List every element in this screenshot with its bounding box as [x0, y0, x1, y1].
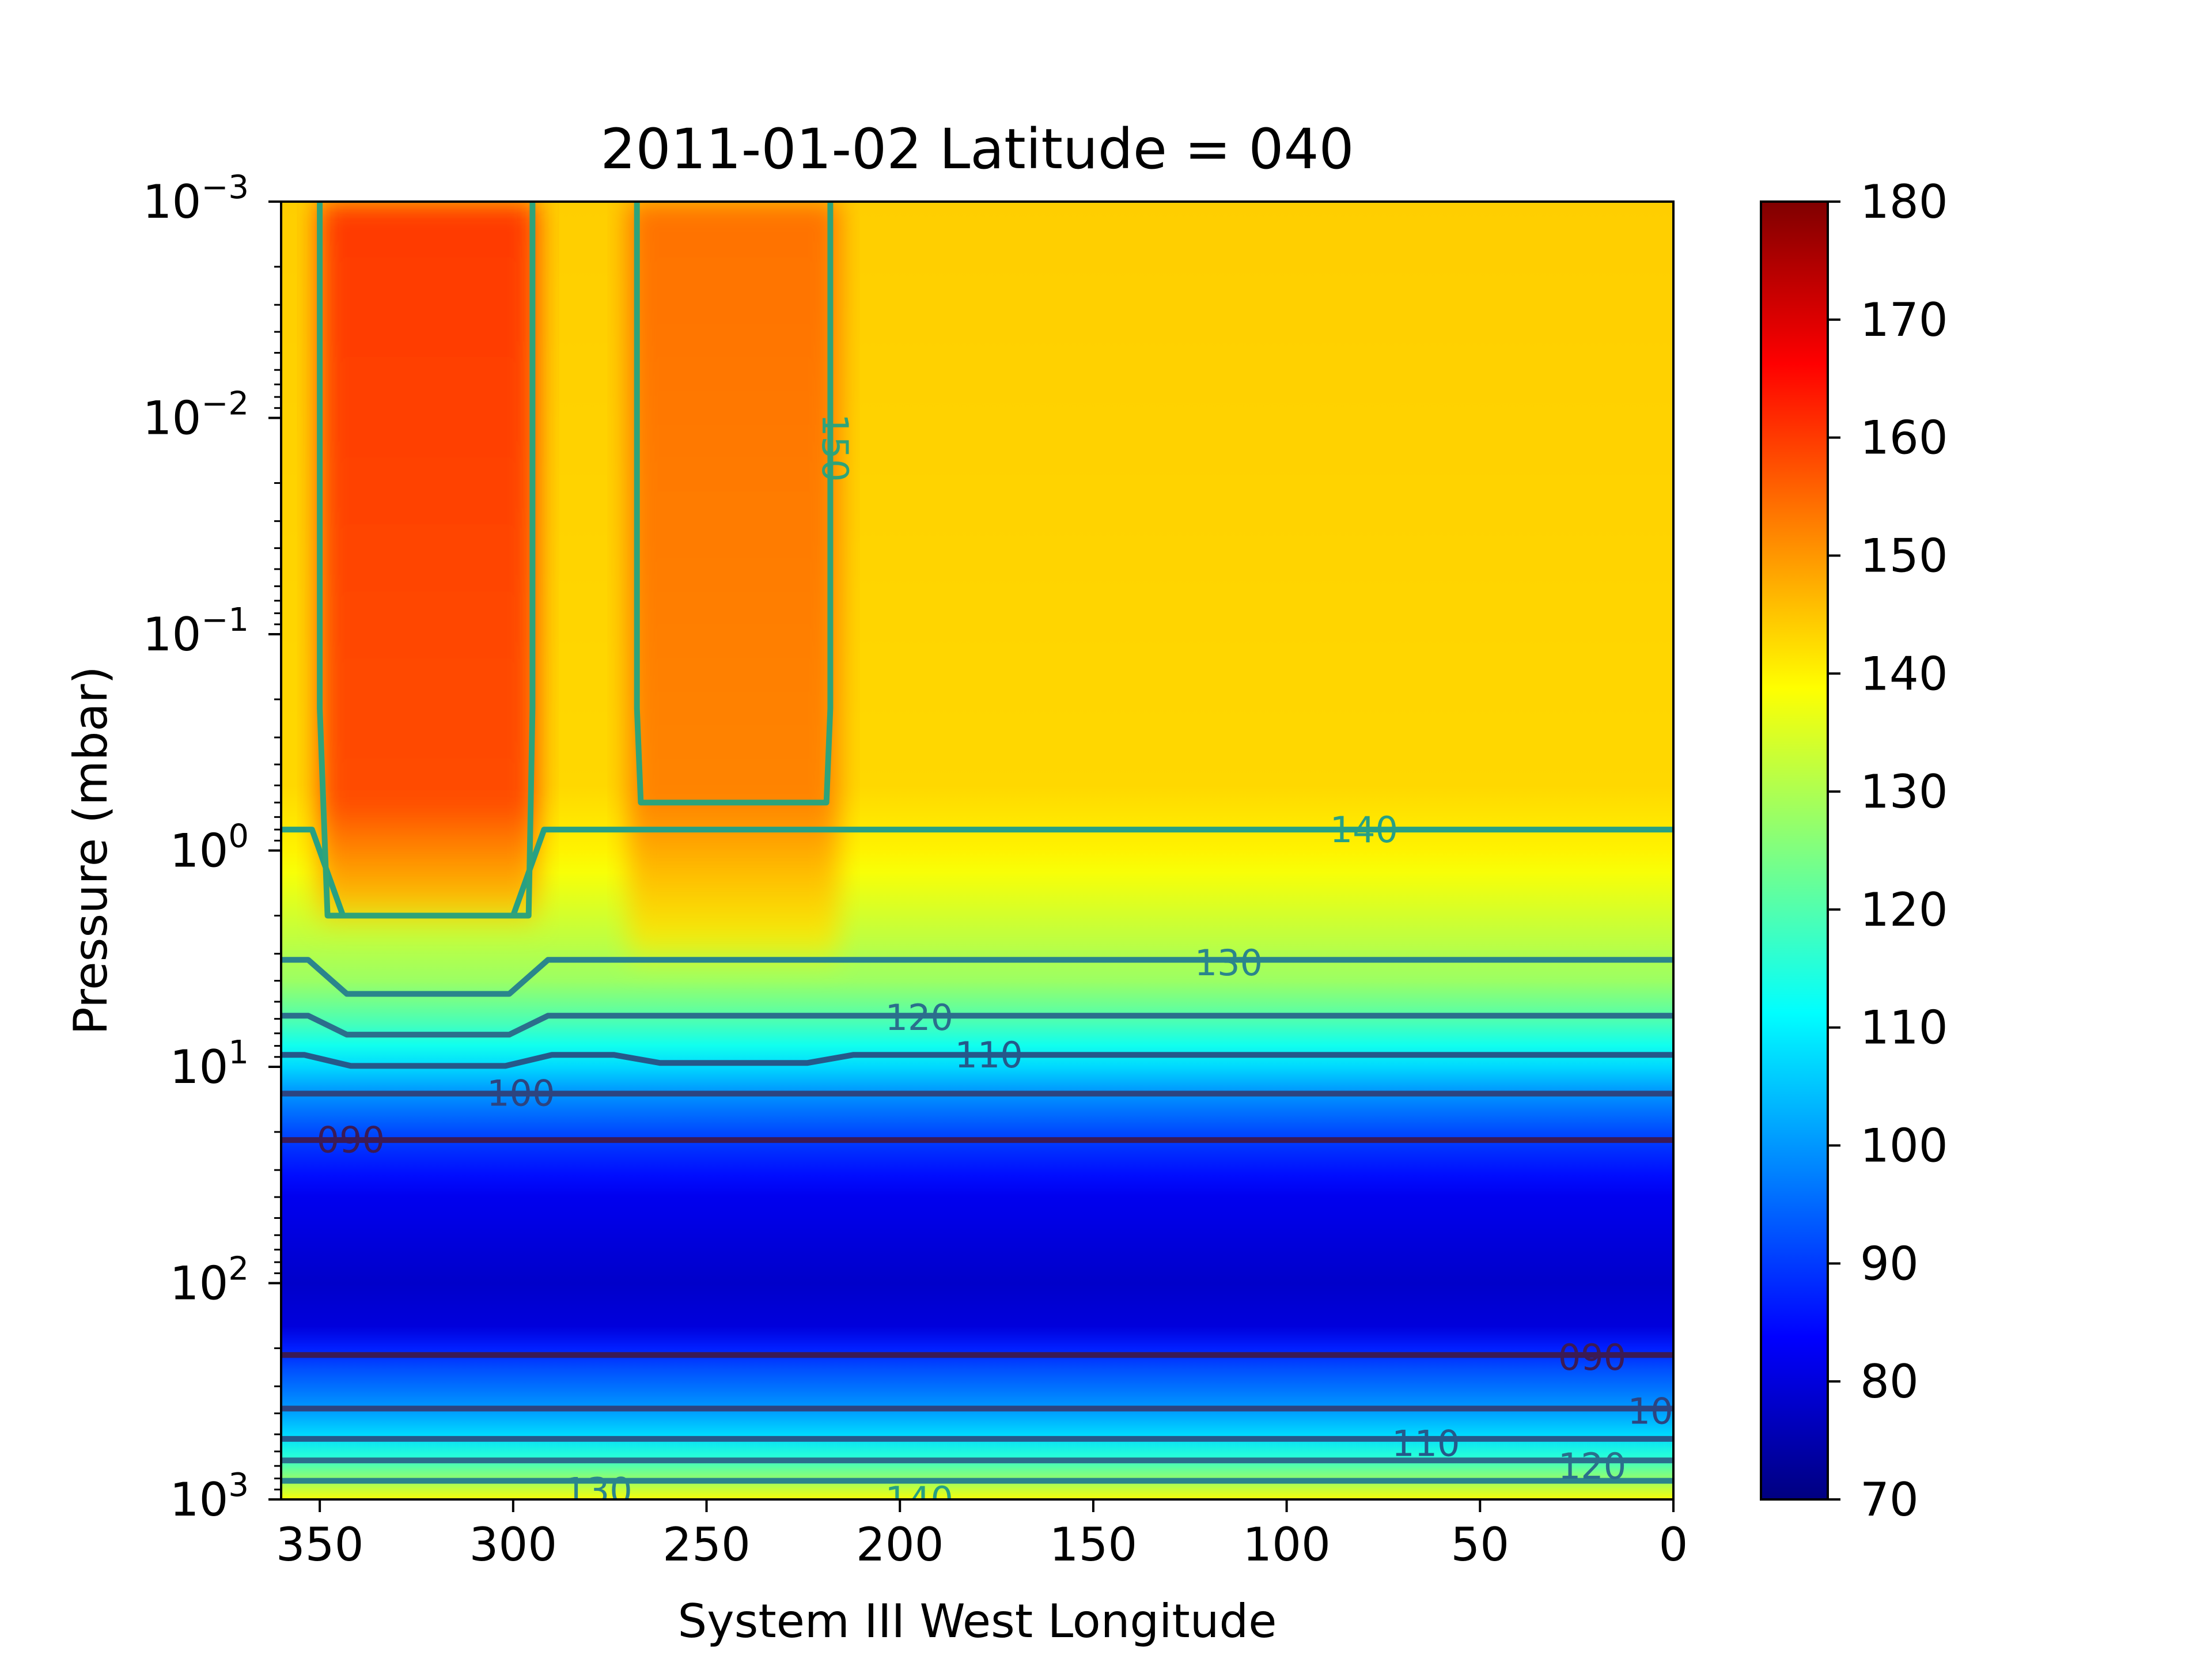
x-axis: 350 300 250 200 150 100 50 0	[276, 1499, 1688, 1571]
y-axis-label: Pressure (mbar)	[64, 666, 118, 1035]
y-tick-label: 10−3	[143, 169, 249, 229]
x-tick-label: 300	[469, 1518, 557, 1571]
x-tick-label: 100	[1243, 1518, 1331, 1571]
warm-anomaly-2	[628, 202, 839, 965]
contour-label: 110	[955, 1034, 1022, 1076]
colorbar-tick-label: 160	[1860, 411, 1948, 465]
x-tick-label: 350	[276, 1518, 364, 1571]
x-tick-label: 0	[1659, 1518, 1688, 1571]
colorbar-tick-label: 120	[1860, 883, 1948, 937]
colorbar-tick-label: 150	[1860, 529, 1948, 582]
y-tick-label: 100	[170, 818, 249, 878]
contour-label: 110	[1392, 1423, 1460, 1465]
y-tick-label: 10−1	[143, 601, 249, 661]
contour-120	[281, 1013, 1673, 1038]
contour-110	[281, 1052, 1673, 1069]
contour-label: 140	[885, 1479, 953, 1521]
colorbar-scale	[1760, 200, 1829, 1501]
contour-label: 090	[317, 1119, 385, 1161]
colorbar: 70 80 90 100 110 120 130 140 150 160 170 180	[1760, 175, 1948, 1527]
contour-label: 130	[1195, 942, 1263, 984]
y-tick-label: 103	[170, 1467, 249, 1527]
y-tick-label: 10−2	[143, 385, 249, 445]
colorbar-tick-label: 130	[1860, 765, 1948, 819]
contour-130	[281, 957, 1673, 997]
colorbar-tick-label: 180	[1860, 175, 1948, 229]
x-tick-label: 50	[1450, 1518, 1509, 1571]
colorbar-tick-label: 140	[1860, 647, 1948, 700]
y-tick-label: 102	[170, 1251, 249, 1310]
warm-anomaly-1	[319, 202, 537, 927]
contour-label: 100	[1628, 1390, 1696, 1432]
contour-label: 150	[814, 414, 856, 482]
contour-150-east	[634, 202, 834, 806]
contour-label: 120	[885, 997, 953, 1039]
colorbar-tick-label: 110	[1860, 1001, 1948, 1055]
contour-label: 100	[487, 1072, 555, 1114]
chart-title: 2011-01-02 Latitude = 040	[600, 117, 1354, 181]
colorbar-tick-label: 170	[1860, 293, 1948, 347]
x-tick-label: 250	[662, 1518, 751, 1571]
colorbar-tick-label: 80	[1860, 1355, 1919, 1408]
colorbar-tick-label: 90	[1860, 1237, 1919, 1290]
contour-150-west	[317, 202, 536, 919]
contour-label: 090	[1558, 1336, 1626, 1378]
contour-label: 120	[1558, 1445, 1626, 1487]
colorbar-tick-label: 100	[1860, 1119, 1948, 1173]
x-tick-label: 150	[1050, 1518, 1138, 1571]
x-axis-label: System III West Longitude	[678, 1594, 1277, 1648]
y-axis: 10−3 10−2 10−1 100 101 102 103	[143, 169, 281, 1527]
colorbar-tick-label: 70	[1860, 1473, 1919, 1527]
y-tick-label: 101	[170, 1034, 249, 1094]
contour-label: 130	[564, 1470, 632, 1512]
x-tick-label: 200	[856, 1518, 944, 1571]
contour-label: 140	[1330, 809, 1398, 851]
